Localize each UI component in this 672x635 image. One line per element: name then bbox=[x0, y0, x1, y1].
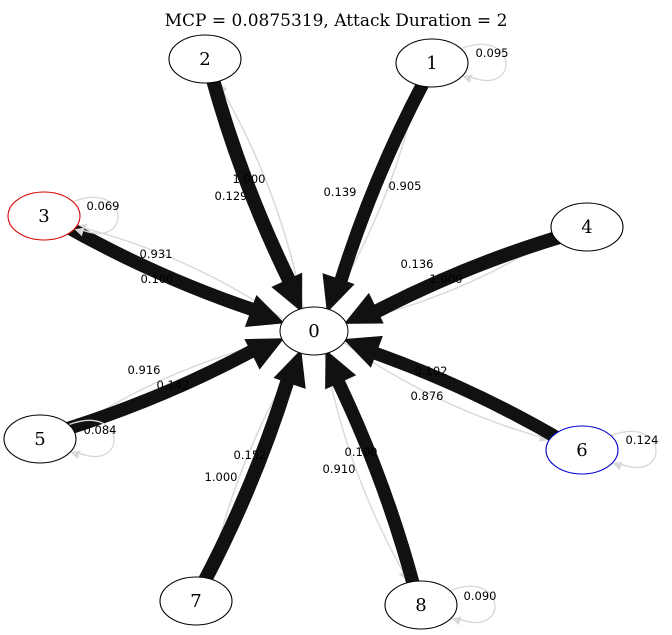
edge-label-0-to-6: 0.102 bbox=[415, 364, 448, 378]
node-1-label: 1 bbox=[426, 53, 437, 74]
self-loop-arrowhead-1 bbox=[462, 74, 473, 84]
self-loop-label-8: 0.090 bbox=[464, 589, 497, 603]
edge-label-0-to-1: 0.139 bbox=[324, 185, 357, 199]
edge-label-3-to-0: 0.931 bbox=[140, 247, 173, 261]
node-6-label: 6 bbox=[576, 440, 587, 461]
self-loop-arrowhead-6 bbox=[612, 461, 623, 471]
node-0-label: 0 bbox=[308, 321, 319, 342]
node-4: 4 bbox=[550, 202, 624, 252]
node-1-ellipse bbox=[395, 38, 469, 88]
self-loop-arrowhead-8 bbox=[451, 616, 462, 626]
self-loops-layer bbox=[68, 43, 657, 626]
node-2-ellipse bbox=[168, 34, 242, 84]
arrowhead-4-to-0 bbox=[343, 292, 384, 324]
edge-1-to-0 bbox=[334, 78, 430, 284]
self-loop-arrowhead-5 bbox=[70, 450, 81, 460]
node-2: 2 bbox=[168, 34, 242, 84]
graph-title: MCP = 0.0875319, Attack Duration = 2 bbox=[165, 11, 508, 31]
edge-label-5-to-0: 0.916 bbox=[128, 363, 161, 377]
edge-label-0-to-4: 0.136 bbox=[401, 257, 434, 271]
node-2-label: 2 bbox=[199, 49, 210, 70]
arrowhead-3-to-0 bbox=[244, 295, 285, 327]
arrowhead-8-to-0 bbox=[325, 349, 357, 390]
edge-5-to-0 bbox=[56, 344, 256, 438]
arrowhead-6-to-0 bbox=[343, 335, 383, 368]
self-loop-6 bbox=[610, 430, 657, 469]
edge-labels-layer: 0.905 1.000 0.931 1.000 0.916 0.876 1.000 0.910… bbox=[84, 46, 659, 603]
edge-label-8-to-0: 0.910 bbox=[323, 462, 356, 476]
self-loop-3 bbox=[72, 196, 119, 235]
node-4-label: 4 bbox=[581, 217, 592, 238]
edge-label-4-to-0: 1.000 bbox=[430, 272, 463, 286]
edge-label-0-to-3: 0.100 bbox=[141, 272, 174, 286]
arrowhead-1-to-0 bbox=[322, 273, 355, 313]
edge-3-to-0 bbox=[58, 218, 256, 317]
node-5-ellipse bbox=[3, 414, 77, 464]
edge-label-0-to-7: 0.152 bbox=[234, 448, 267, 462]
strong-edges-layer bbox=[56, 76, 571, 588]
node-3-ellipse bbox=[7, 191, 81, 241]
node-8: 8 bbox=[384, 580, 458, 630]
arrowhead-7-to-0 bbox=[273, 349, 306, 389]
edge-label-2-to-0: 1.000 bbox=[233, 172, 266, 186]
edge-label-7-to-0: 1.000 bbox=[205, 470, 238, 484]
arrowhead-2-to-0 bbox=[271, 272, 303, 313]
edge-label-6-to-0: 0.876 bbox=[411, 389, 444, 403]
nodes-layer: 0 1 2 3 4 5 6 7 8 bbox=[3, 34, 624, 630]
node-7: 7 bbox=[159, 576, 233, 626]
node-7-ellipse bbox=[159, 576, 233, 626]
self-loop-label-3: 0.069 bbox=[87, 199, 120, 213]
node-4-ellipse bbox=[550, 202, 624, 252]
edge-2-to-0 bbox=[205, 76, 296, 284]
node-1: 1 bbox=[395, 38, 469, 88]
edge-label-0-to-8: 0.100 bbox=[345, 445, 378, 459]
self-loop-label-1: 0.095 bbox=[476, 46, 509, 60]
node-6-ellipse bbox=[545, 425, 619, 475]
edge-4-to-0 bbox=[372, 227, 571, 319]
node-0-hub: 0 bbox=[279, 306, 349, 356]
node-5-label: 5 bbox=[34, 429, 45, 450]
node-8-ellipse bbox=[384, 580, 458, 630]
self-loop-5 bbox=[68, 419, 115, 458]
node-5: 5 bbox=[3, 414, 77, 464]
node-3: 3 bbox=[7, 191, 81, 241]
node-3-label: 3 bbox=[38, 206, 49, 227]
node-8-label: 8 bbox=[415, 595, 426, 616]
edge-7-to-0 bbox=[197, 378, 295, 586]
self-loop-8 bbox=[449, 585, 496, 624]
node-6: 6 bbox=[545, 425, 619, 475]
edge-8-to-0 bbox=[332, 378, 421, 588]
self-loop-label-5: 0.084 bbox=[84, 423, 117, 437]
arrowhead-5-to-0 bbox=[244, 338, 285, 370]
self-loop-arrowhead-3 bbox=[74, 227, 85, 237]
node-0-ellipse bbox=[279, 306, 349, 356]
node-7-label: 7 bbox=[190, 591, 201, 612]
edge-6-to-0 bbox=[372, 346, 568, 448]
self-loop-label-6: 0.124 bbox=[626, 433, 659, 447]
self-loop-1 bbox=[460, 43, 507, 82]
edge-label-0-to-5: 0.142 bbox=[157, 378, 190, 392]
edge-label-1-to-0: 0.905 bbox=[389, 179, 422, 193]
edge-label-0-to-2: 0.129 bbox=[215, 189, 248, 203]
